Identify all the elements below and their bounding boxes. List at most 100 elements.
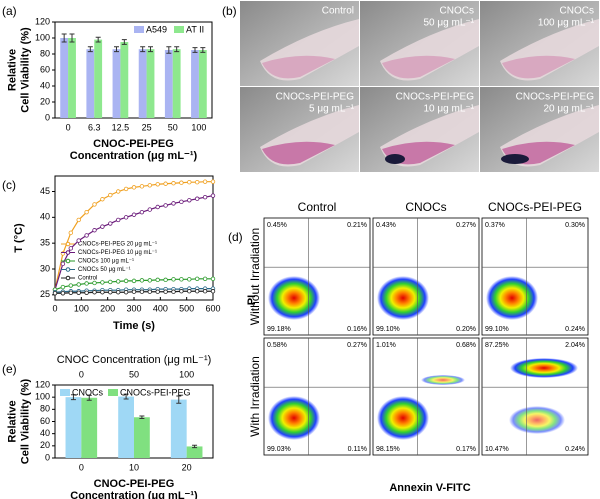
marker — [187, 198, 192, 203]
legend-marker — [65, 258, 71, 264]
flow-column-title: CNOCs — [405, 200, 446, 214]
photo-label: 20 μg mL⁻¹ — [543, 104, 594, 115]
marker — [68, 246, 73, 251]
error-bar — [69, 33, 75, 43]
marker — [92, 202, 97, 207]
population — [486, 276, 538, 320]
quadrant-label: 98.15% — [376, 446, 400, 453]
bar — [65, 397, 82, 458]
marker — [139, 289, 145, 294]
x-axis-label: Time (s) — [113, 320, 155, 332]
plot-frame — [54, 21, 213, 119]
y-tick-label: 80 — [40, 404, 50, 414]
error-bar — [123, 393, 129, 400]
quadrant-label: 0.43% — [376, 222, 396, 229]
marker — [84, 281, 89, 286]
population — [268, 396, 320, 440]
marker — [187, 277, 192, 282]
marker — [84, 233, 89, 238]
y-tick-label: 0 — [45, 452, 50, 462]
marker — [147, 183, 152, 188]
error-bar — [200, 47, 206, 53]
marker — [100, 197, 105, 202]
marker — [155, 182, 160, 187]
x-tick-label: 600 — [205, 303, 220, 313]
marker — [108, 192, 113, 198]
photo-label: 10 μg mL⁻¹ — [423, 104, 474, 115]
flow-plot — [263, 217, 371, 336]
marker — [155, 289, 160, 294]
y-tick-label: 20 — [40, 440, 50, 450]
x-axis-label: CNOC-PEI-PEG — [93, 138, 174, 150]
bar — [170, 399, 187, 458]
panel-label: (e) — [2, 362, 17, 376]
x-tick-label: 200 — [100, 303, 115, 313]
marker — [108, 221, 113, 226]
legend-swatch — [134, 26, 144, 33]
legend-swatch — [174, 26, 184, 33]
panel-label: (b) — [222, 4, 237, 18]
y-tick-label: 35 — [40, 238, 50, 248]
y-tick-label: 120 — [35, 16, 50, 26]
panel-label: (d) — [228, 230, 243, 244]
x-tick-label: 400 — [153, 303, 168, 313]
y-tick-label: 40 — [40, 428, 50, 438]
marker — [202, 276, 208, 282]
x-tick-label: 300 — [126, 303, 141, 313]
photo-label: Control — [322, 6, 354, 17]
quadrant-label: 0.17% — [456, 446, 476, 453]
y-tick-label: 100 — [35, 32, 50, 42]
x-tick-label: 0 — [52, 303, 57, 313]
marker — [147, 207, 152, 212]
legend-label: CNOCs-PEI-PEG 20 μg mL⁻¹ — [78, 242, 157, 248]
marker — [179, 180, 184, 185]
marker — [60, 291, 66, 296]
top-tick-label: 0 — [79, 369, 84, 379]
population — [510, 358, 578, 378]
flow-plot — [372, 217, 480, 336]
marker — [115, 189, 121, 194]
legend-swatch — [108, 389, 118, 396]
marker — [202, 179, 208, 184]
bar — [86, 49, 95, 119]
bar — [146, 49, 155, 119]
population — [377, 276, 429, 320]
marker — [92, 228, 97, 233]
photo-label: 5 μg mL⁻¹ — [309, 104, 355, 115]
photo-label: CNOCs-PEI-PEG — [396, 92, 475, 103]
quadrant-label: 99.18% — [267, 326, 291, 333]
marker — [155, 277, 160, 283]
y-tick-label: 100 — [35, 392, 50, 402]
x-tick-label: 50 — [168, 122, 178, 132]
legend-marker — [65, 267, 71, 272]
quadrant-label: 2.04% — [565, 342, 585, 349]
marker — [194, 196, 200, 201]
quadrant-label: 0.27% — [347, 342, 367, 349]
error-bar — [113, 46, 119, 53]
marker — [171, 201, 176, 206]
quadrant-label: 99.10% — [376, 326, 400, 333]
liquid — [382, 55, 455, 79]
marker — [147, 289, 152, 294]
legend-marker — [65, 250, 71, 255]
bar — [68, 38, 76, 118]
line — [54, 181, 213, 290]
error-bar — [176, 395, 182, 404]
marker — [123, 215, 129, 220]
sediment — [501, 154, 529, 164]
photo-label: CNOCs-PEI-PEG — [516, 92, 595, 103]
quadrant-label: 0.58% — [267, 342, 287, 349]
flow-plot — [263, 337, 371, 456]
marker — [139, 278, 145, 283]
y-tick-label: 60 — [40, 416, 50, 426]
marker — [115, 217, 121, 223]
population — [377, 396, 429, 440]
quadrant-label: 87.25% — [485, 342, 509, 349]
marker — [131, 185, 137, 190]
error-bar — [95, 36, 101, 43]
marker — [210, 179, 216, 184]
population — [421, 375, 465, 385]
bar — [81, 397, 98, 458]
error-bar — [166, 46, 172, 54]
legend-swatch — [60, 389, 70, 396]
